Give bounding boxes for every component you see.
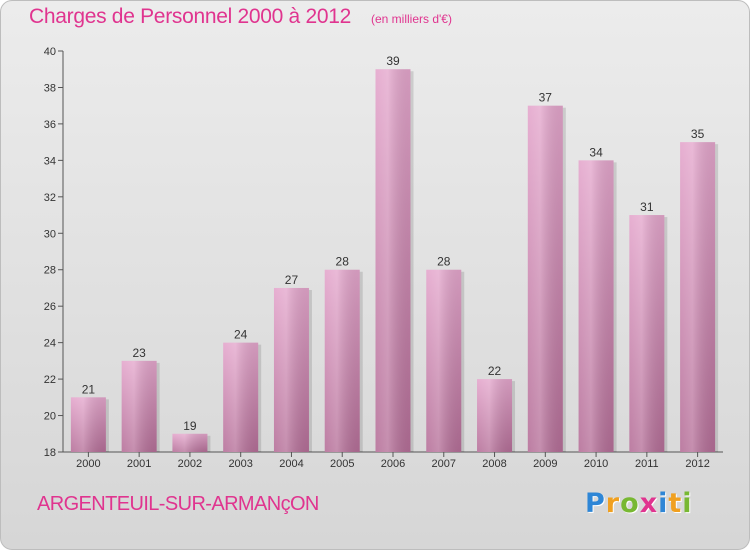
bar-sheen: [426, 269, 462, 452]
commune-name: ARGENTEUIL-SUR-ARMANçON: [37, 493, 319, 515]
bar-sheen: [172, 433, 208, 452]
y-tick-label: 26: [44, 301, 56, 313]
logo-letter: i: [658, 488, 669, 519]
x-tick-label: 2005: [330, 458, 354, 470]
x-tick-label: 2001: [127, 458, 151, 470]
x-tick-label: 2010: [584, 458, 608, 470]
x-tick-label: 2003: [228, 458, 252, 470]
proxiti-logo[interactable]: Proxiti: [585, 488, 693, 519]
bar-sheen: [680, 142, 716, 453]
y-tick-label: 34: [44, 155, 56, 167]
bar-sheen: [629, 215, 665, 452]
bar-value-label: 22: [488, 364, 502, 378]
bar-value-label: 24: [234, 328, 248, 342]
bar-value-label: 28: [437, 255, 451, 269]
bar-sheen: [70, 397, 106, 452]
bar-sheen: [477, 379, 513, 452]
bar-sheen: [375, 69, 411, 453]
x-tick-label: 2007: [432, 458, 456, 470]
x-tick-label: 2009: [533, 458, 557, 470]
x-tick-label: 2004: [279, 458, 303, 470]
logo-letter: x: [639, 488, 659, 519]
logo-letter: r: [605, 488, 621, 519]
y-tick-label: 38: [44, 82, 56, 94]
bar-value-label: 34: [589, 145, 603, 159]
bar-value-label: 39: [386, 54, 400, 68]
y-tick-label: 40: [44, 46, 56, 58]
y-tick-label: 22: [44, 374, 56, 386]
bar-sheen: [578, 160, 614, 452]
y-axis: 18 20 22 24 26 28 30 32 34 36 38 40: [44, 46, 64, 459]
y-tick-label: 32: [44, 192, 56, 204]
logo-letter: i: [682, 488, 693, 519]
x-tick-label: 2011: [635, 458, 659, 470]
bar-value-label: 23: [132, 346, 146, 360]
bar-value-label: 27: [285, 273, 299, 287]
x-tick-label: 2006: [381, 458, 405, 470]
chart-unit: (en milliers d'€): [371, 12, 452, 26]
y-tick-label: 20: [44, 411, 56, 423]
x-tick-label: 2000: [76, 458, 100, 470]
bar-value-label: 35: [691, 127, 705, 141]
bar-sheen: [527, 105, 563, 452]
x-tick-label: 2012: [685, 458, 709, 470]
chart-title: Charges de Personnel 2000 à 2012: [29, 5, 351, 28]
logo-letter: o: [620, 488, 640, 519]
x-axis: 2000 2001 2002 2003 2004 2005 2006 2007 2008 2009…: [63, 451, 723, 470]
y-tick-label: 28: [44, 265, 56, 277]
bar-sheen: [273, 287, 309, 452]
bar-sheen: [324, 269, 360, 452]
bar-value-label: 31: [640, 200, 654, 214]
logo-letter: P: [585, 488, 606, 519]
data-labels: 21 23 19 24 27 28 39 28 22 37 34 31 35: [82, 54, 705, 433]
y-tick-label: 30: [44, 228, 56, 240]
y-tick-label: 36: [44, 119, 56, 131]
bar-value-label: 37: [539, 91, 553, 105]
bar-value-label: 28: [336, 255, 350, 269]
logo-letter: t: [668, 488, 683, 519]
bar-sheen: [121, 360, 157, 452]
bar-value-label: 21: [82, 382, 96, 396]
y-tick-label: 18: [44, 447, 56, 459]
x-tick-label: 2002: [178, 458, 202, 470]
bar-sheen: [223, 342, 259, 452]
x-tick-label: 2008: [482, 458, 506, 470]
bar-value-label: 19: [183, 419, 197, 433]
bars: [70, 69, 719, 453]
y-tick-label: 24: [44, 338, 56, 350]
